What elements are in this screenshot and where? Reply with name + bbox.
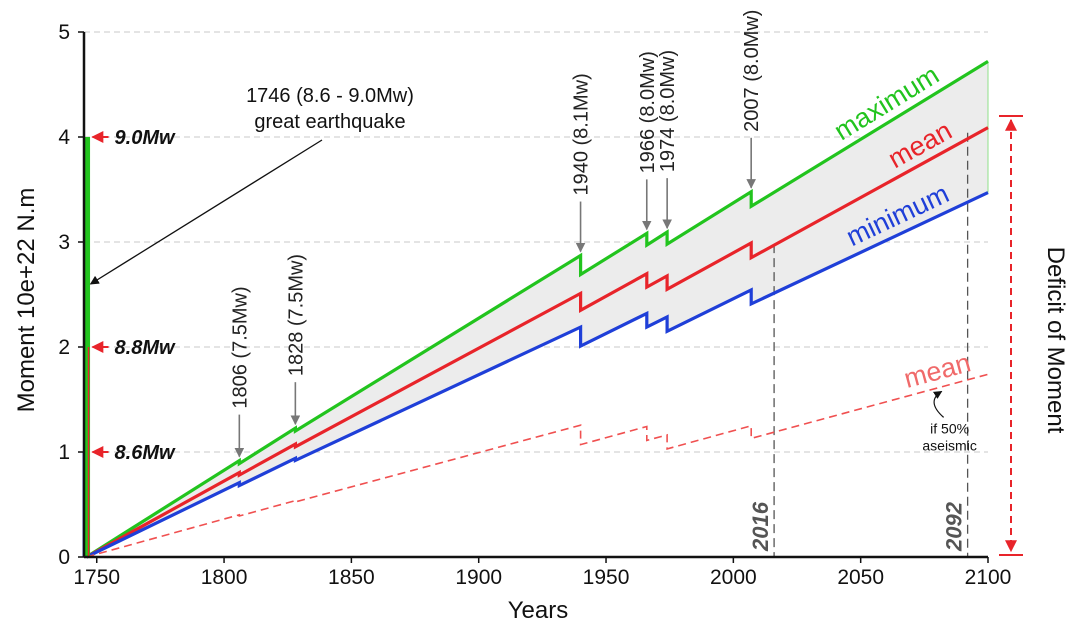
uncertainty-band	[86, 61, 989, 558]
aseismic-note-line2: aseismic	[922, 437, 976, 453]
event-label-1940: 1940 (8.1Mw)	[571, 73, 593, 195]
year-marker-label-2016: 2016	[748, 501, 773, 552]
x-tick-label-2000: 2000	[710, 566, 757, 589]
event-label-1974: 1974 (8.0Mw)	[657, 50, 679, 172]
y-tick-label-2: 2	[58, 336, 70, 359]
great-earthquake-label-line1: 1746 (8.6 - 9.0Mw)	[246, 85, 414, 107]
year-marker-label-2092: 2092	[942, 501, 967, 552]
event-label-1966: 1966 (8.0Mw)	[637, 51, 659, 173]
x-tick-label-1750: 1750	[73, 566, 120, 589]
x-tick-label-2050: 2050	[837, 566, 884, 589]
axes: 1750 1800 1850 1900 1950 2000 2050 2100 0 1 2 3 4 5	[58, 21, 1011, 589]
great-earthquake-label-line2: great earthquake	[254, 111, 405, 133]
x-tick-label-1850: 1850	[328, 566, 375, 589]
x-axis-title: Years	[508, 597, 569, 624]
event-label-1806: 1806 (7.5Mw)	[229, 286, 251, 408]
x-tick-label-2100: 2100	[965, 566, 1012, 589]
aseismic-note-arrow	[932, 390, 945, 418]
y-tick-label-1: 1	[58, 441, 70, 464]
series-lines	[85, 60, 989, 559]
series-line-mean	[85, 126, 989, 559]
y-tick-label-4: 4	[58, 126, 70, 149]
grid-lines	[84, 31, 988, 453]
great-earthquake-arrow	[89, 139, 323, 285]
series-line-maximum	[85, 60, 989, 559]
x-tick-label-1950: 1950	[583, 566, 630, 589]
series-line-minimum	[85, 191, 989, 559]
mw-label-8.8Mw: 8.8Mw	[115, 337, 176, 359]
year-markers: 2016 2092	[748, 132, 969, 557]
x-tick-label-1900: 1900	[455, 566, 502, 589]
y-tick-label-5: 5	[58, 21, 70, 44]
x-tick-label-1800: 1800	[201, 566, 248, 589]
mw-level-labels: 9.0Mw 8.8Mw 8.6Mw	[91, 127, 176, 464]
mw-label-8.6Mw: 8.6Mw	[115, 442, 176, 464]
y-tick-label-0: 0	[58, 546, 70, 569]
aseismic-note-line1: if 50%	[930, 420, 969, 436]
band-max-min	[86, 61, 988, 558]
y-axis-title: Moment 10e+22 N.m	[13, 188, 40, 413]
event-annotations: 1806 (7.5Mw) 1828 (7.5Mw) 1940 (8.1Mw) 1966…	[89, 10, 763, 458]
y-tick-label-3: 3	[58, 231, 70, 254]
event-label-2007: 2007 (8.0Mw)	[741, 10, 763, 132]
series-line-mean-aseismic	[86, 373, 989, 558]
deficit-of-moment-label: Deficit of Moment	[1042, 247, 1069, 434]
mw-label-9.0Mw: 9.0Mw	[115, 127, 176, 149]
event-label-1828: 1828 (7.5Mw)	[285, 254, 307, 376]
series-label-mean-aseismic: mean	[901, 347, 974, 394]
